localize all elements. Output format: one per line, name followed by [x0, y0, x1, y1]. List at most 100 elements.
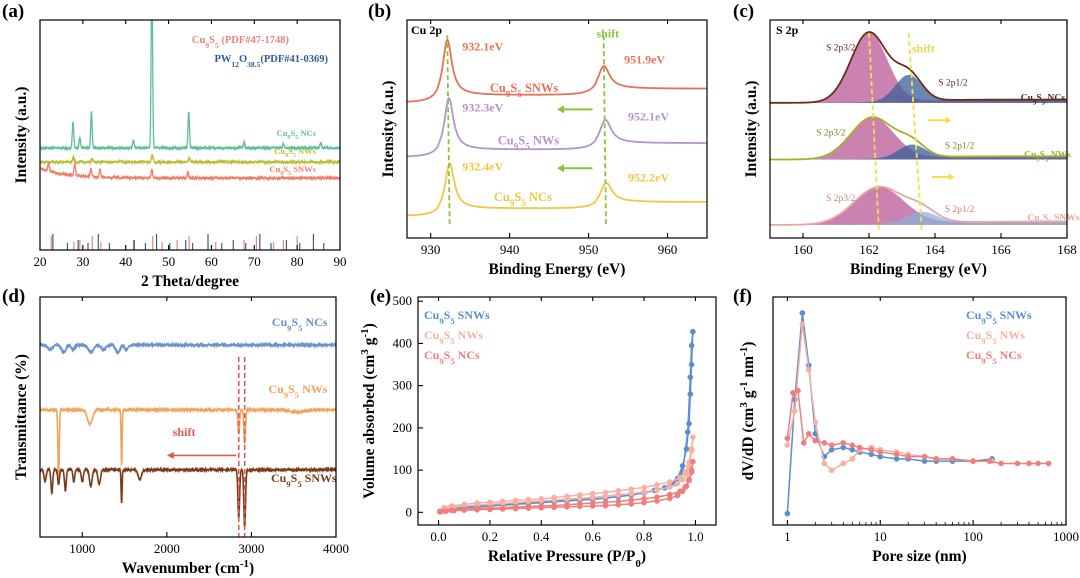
data-point-1 [461, 501, 468, 508]
series-line-1 [40, 406, 336, 477]
panel-label-b: (b) [368, 1, 391, 22]
data-point-1 [799, 321, 806, 328]
data-point-0 [688, 361, 695, 368]
x-tick-label: 2000 [154, 541, 180, 556]
annotation-0: shift [596, 26, 619, 40]
data-point-2 [682, 484, 689, 490]
data-point-2 [877, 449, 884, 455]
x-tick-label: 4000 [323, 541, 349, 556]
data-point-1 [641, 484, 647, 491]
annotation-3: 932.3eV [462, 101, 503, 115]
annotation-2: 951.9eV [624, 53, 665, 67]
axes-frame-f [772, 296, 1067, 526]
data-point-2 [812, 437, 819, 444]
data-point-2 [677, 488, 683, 495]
y-tick-label: 100 [393, 462, 413, 477]
annotation-3: S 2p3/2 [816, 129, 846, 139]
data-point-2 [690, 458, 696, 465]
x-tick-label: 1000 [69, 541, 95, 556]
y-axis-label-c: Intensity (a.u.) [743, 81, 760, 178]
annotation-4: S 2p1/2 [945, 142, 975, 152]
data-point-2 [525, 503, 532, 510]
curve-label-1: Cu9S5 NWs [1024, 150, 1071, 163]
envelope-line-1 [770, 116, 1067, 161]
x-tick-label: 30 [76, 254, 89, 269]
data-point-1 [812, 419, 819, 426]
envelope-line-2 [770, 185, 1067, 226]
x-tick-label: 164 [925, 242, 945, 257]
x-tick-label: 162 [859, 242, 879, 257]
data-point-1 [666, 484, 673, 490]
data-point-1 [677, 474, 683, 481]
series-line-1 [407, 97, 707, 158]
plot-area-c [770, 31, 1067, 226]
y-tick-label: 0 [406, 504, 413, 519]
data-point-1 [487, 499, 493, 506]
data-point-2 [589, 500, 596, 506]
y-axis-label-e: Volume absorbed (cm3 g-1) [359, 323, 378, 499]
x-tick-label: 940 [500, 242, 520, 257]
legend-pw-pdf: PW12O38.5(PDF#41-0369) [214, 54, 328, 69]
data-point-1 [791, 408, 798, 414]
data-point-0 [686, 420, 692, 427]
data-point-2 [856, 444, 863, 451]
data-point-0 [687, 391, 694, 397]
shift-arrow-head-1 [948, 173, 955, 181]
panel-label-e: (e) [370, 286, 391, 307]
data-point-2 [576, 501, 583, 507]
data-point-1 [654, 487, 660, 493]
legend-entry-1: Cu9S5 NWs [424, 328, 483, 346]
panel-b: (b) Cu 2p shift 932.1eV 951.9eV 932.3eV 952.1e… [368, 1, 708, 278]
legend-entry-0: Cu9S5 SNWs [424, 308, 490, 326]
axes-frame-a [39, 19, 341, 251]
series-line-0 [40, 20, 340, 152]
data-point-2 [790, 389, 796, 396]
data-point-2 [921, 453, 928, 460]
legend-entry-2: Cu9S5 NCs [966, 348, 1022, 366]
data-point-2 [602, 499, 609, 506]
peak-fill-2p12-2 [770, 211, 1067, 225]
series-line-1 [40, 153, 340, 166]
series-line-1 [786, 324, 993, 472]
data-point-1 [538, 495, 545, 502]
data-point-1 [474, 500, 480, 506]
x-axis-label-b: Binding Energy (eV) [489, 261, 626, 278]
curve-label-1: Cu9S5 NWs [498, 133, 560, 151]
x-tick-label: 10 [874, 529, 887, 544]
data-point-2 [800, 440, 807, 446]
legend-entry-1: Cu9S5 NWs [966, 328, 1025, 346]
x-tick-label: 960 [658, 242, 678, 257]
y-axis-label-f: dV/dD (cm3 g-1 nm-1) [738, 342, 757, 481]
x-tick-label: 168 [1057, 242, 1077, 257]
peak-fill-2p12-0 [770, 74, 1067, 103]
x-tick-label: 0.0 [430, 529, 446, 544]
data-point-1 [576, 492, 583, 498]
data-point-1 [688, 446, 695, 452]
data-point-2 [1035, 460, 1041, 467]
data-point-2 [512, 503, 519, 510]
x-tick-label: 0.4 [533, 529, 550, 544]
data-point-2 [784, 435, 791, 442]
annotation-5: S 2p3/2 [826, 194, 856, 204]
series-line-0 [786, 312, 993, 514]
series-line-0 [407, 38, 707, 103]
dashed-guide-0 [868, 33, 880, 232]
shift-arrow-head-0 [166, 451, 174, 459]
panel-label-d: (d) [2, 286, 25, 307]
legend-cu9s5-pdf: Cu9S5 (PDF#47-1748) [192, 35, 290, 50]
x-axis-label-f: Pore size (nm) [872, 548, 966, 565]
axes-frame-e [417, 296, 717, 526]
data-point-2 [998, 460, 1004, 467]
data-point-1 [615, 487, 622, 494]
annotation-6: 952.2eV [628, 170, 669, 184]
data-point-1 [674, 480, 681, 487]
series-line-2 [40, 465, 336, 529]
data-point-2 [538, 503, 545, 509]
data-point-1 [682, 469, 689, 476]
curve-label-0: Cu9S5 NCs [277, 128, 317, 141]
data-point-1 [512, 497, 519, 504]
data-point-2 [461, 506, 468, 513]
data-point-2 [474, 505, 480, 512]
panel-title-b: Cu 2p [411, 23, 442, 37]
series-line-2 [407, 162, 707, 217]
